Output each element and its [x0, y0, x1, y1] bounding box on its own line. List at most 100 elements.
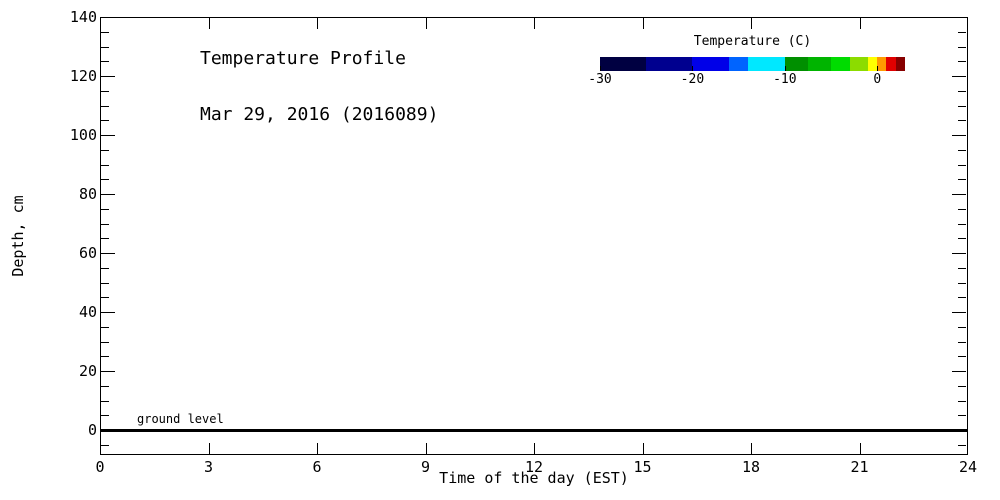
y-tick-label: 40 [78, 303, 97, 321]
y-minor-tick-right [958, 179, 966, 181]
colorbar-segment [784, 57, 808, 71]
y-minor-tick-left [101, 61, 109, 63]
plot-area [100, 17, 968, 455]
ground-level-label: ground level [137, 412, 224, 426]
colorbar-tick [692, 66, 694, 71]
colorbar-segment [807, 57, 832, 71]
y-major-tick-right [952, 135, 966, 136]
colorbar-tick-label: -20 [680, 72, 705, 87]
y-minor-tick-right [958, 208, 966, 210]
y-minor-tick-right [958, 356, 966, 358]
y-major-tick-left [101, 194, 115, 195]
y-tick-label: 20 [78, 362, 97, 380]
y-minor-tick-right [958, 267, 966, 269]
y-tick-label: 140 [69, 8, 97, 26]
y-minor-tick-right [958, 105, 966, 107]
colorbar-segment [729, 57, 748, 71]
y-minor-tick-left [101, 105, 109, 107]
y-minor-tick-right [958, 415, 966, 417]
y-minor-tick-left [101, 415, 109, 417]
y-minor-tick-right [958, 223, 966, 225]
y-major-tick-right [952, 430, 966, 431]
x-major-tick-top [208, 18, 210, 29]
y-major-tick-right [952, 371, 966, 372]
colorbar-tick-label: -10 [773, 72, 797, 87]
x-major-tick-top [751, 18, 752, 29]
y-minor-tick-left [101, 326, 109, 328]
y-minor-tick-left [101, 120, 109, 122]
x-major-tick-top [425, 18, 427, 29]
x-major-tick-bottom [859, 443, 861, 454]
x-tick-label: 3 [203, 458, 214, 476]
chart-title-line1: Temperature Profile [200, 48, 406, 69]
chart-title-line2: Mar 29, 2016 (2016089) [200, 104, 439, 125]
y-minor-tick-left [101, 400, 109, 402]
y-minor-tick-right [958, 282, 966, 284]
y-tick-label: 0 [87, 421, 97, 439]
y-minor-tick-left [101, 164, 109, 166]
y-minor-tick-left [101, 385, 109, 387]
colorbar-tick-label: -30 [588, 72, 612, 87]
colorbar-tick [877, 66, 879, 71]
y-minor-tick-left [101, 208, 109, 210]
y-minor-tick-left [101, 444, 109, 446]
y-minor-tick-right [958, 90, 966, 92]
x-tick-label: 21 [850, 458, 869, 476]
y-minor-tick-right [958, 120, 966, 122]
y-major-tick-right [952, 253, 966, 254]
y-major-tick-right [952, 76, 966, 77]
y-minor-tick-left [101, 46, 109, 48]
x-tick-label: 18 [741, 458, 761, 476]
y-minor-tick-left [101, 238, 109, 240]
x-tick-label: 6 [312, 458, 322, 476]
chart-title: Temperature Profile Mar 29, 2016 (201608… [200, 45, 438, 129]
y-minor-tick-right [958, 164, 966, 166]
y-minor-tick-right [958, 46, 966, 48]
x-tick-label: 12 [524, 458, 544, 476]
x-major-tick-top [534, 18, 535, 29]
colorbar-title: Temperature (C) [693, 34, 812, 49]
colorbar-segment [747, 57, 785, 71]
y-minor-tick-right [958, 400, 966, 402]
colorbar-segment [692, 57, 730, 71]
y-major-tick-left [101, 76, 115, 77]
y-minor-tick-right [958, 444, 966, 446]
colorbar-segment [849, 57, 868, 71]
x-major-tick-bottom [425, 443, 427, 454]
x-tick-label: 24 [958, 458, 978, 476]
y-major-tick-left [101, 430, 115, 431]
y-minor-tick-left [101, 179, 109, 181]
x-major-tick-top [859, 18, 861, 29]
y-tick-label: 60 [78, 244, 97, 262]
y-major-tick-right [952, 194, 966, 195]
colorbar-tick [784, 66, 786, 71]
colorbar-segment [877, 57, 887, 71]
y-minor-tick-left [101, 282, 109, 284]
y-major-tick-left [101, 135, 115, 136]
y-tick-label: 80 [78, 185, 97, 203]
x-tick-label: 15 [633, 458, 652, 476]
y-minor-tick-left [101, 267, 109, 269]
y-minor-tick-left [101, 31, 109, 33]
x-major-tick-bottom [317, 443, 318, 454]
colorbar-tick-label: 0 [873, 72, 882, 87]
y-tick-label: 100 [69, 126, 97, 144]
x-major-tick-top [317, 18, 318, 29]
y-minor-tick-right [958, 297, 966, 299]
y-minor-tick-left [101, 149, 109, 151]
y-minor-tick-right [958, 238, 966, 240]
colorbar [600, 57, 905, 71]
x-tick-label: 0 [95, 458, 105, 476]
y-minor-tick-right [958, 326, 966, 328]
x-major-tick-bottom [534, 443, 535, 454]
y-major-tick-left [101, 253, 115, 254]
y-minor-tick-left [101, 341, 109, 343]
y-major-tick-left [101, 371, 115, 372]
colorbar-segment [886, 57, 896, 71]
y-axis-label: Depth, cm [9, 195, 27, 277]
y-minor-tick-right [958, 341, 966, 343]
colorbar-tick [600, 66, 601, 71]
y-minor-tick-left [101, 223, 109, 225]
x-major-tick-bottom [208, 443, 210, 454]
